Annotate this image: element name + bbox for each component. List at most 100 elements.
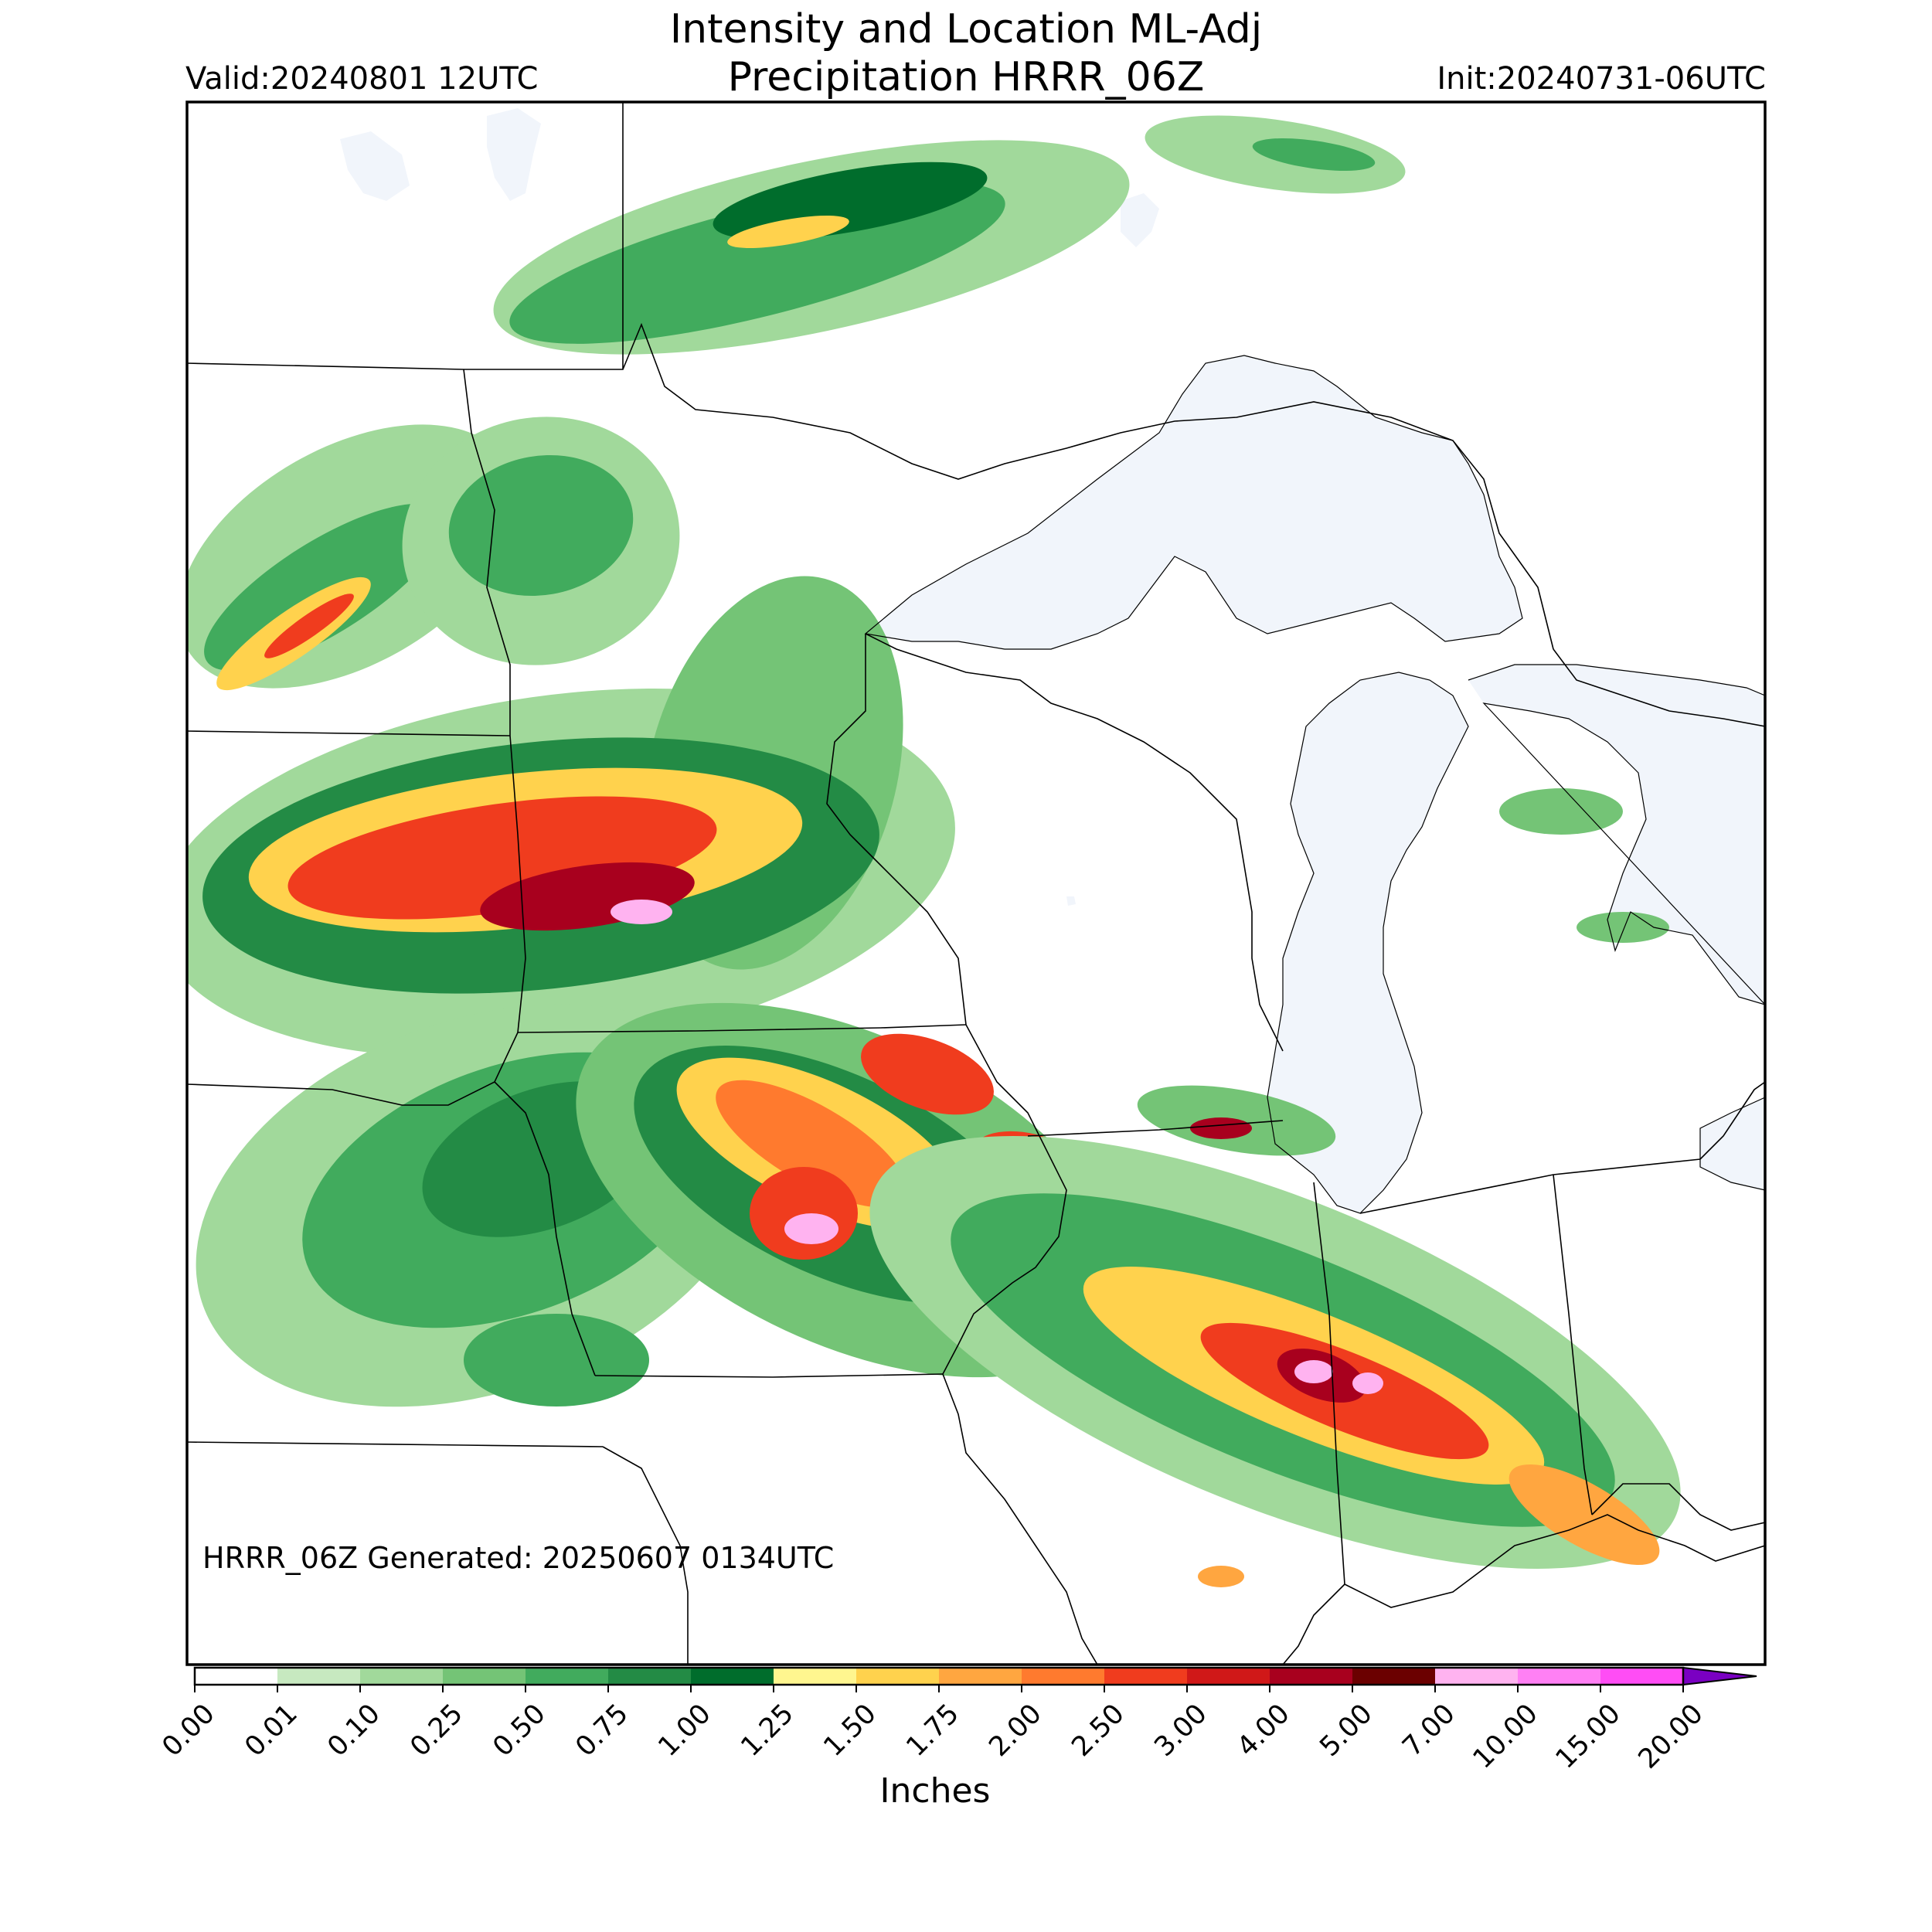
init-time-label: Init:20240731-06UTC bbox=[1437, 61, 1766, 97]
precip-area bbox=[1509, 1464, 1660, 1565]
shore-superior bbox=[864, 355, 1523, 650]
colorbar-segment bbox=[1518, 1668, 1600, 1685]
precip-area bbox=[611, 900, 672, 924]
colorbar-segment bbox=[443, 1668, 526, 1685]
precip-area bbox=[713, 162, 988, 240]
colorbar-segment bbox=[1270, 1668, 1352, 1685]
colorbar-tick-label: 4.00 bbox=[1232, 1699, 1296, 1763]
colorbar-tick-label: 15.00 bbox=[1550, 1699, 1627, 1775]
colorbar-segment bbox=[939, 1668, 1022, 1685]
precip-area bbox=[716, 1080, 907, 1208]
colorbar-tick-label: 1.75 bbox=[901, 1699, 965, 1763]
colorbar-tick-label: 2.50 bbox=[1066, 1699, 1131, 1763]
lake-erie bbox=[1700, 1097, 1765, 1190]
border-mo-il bbox=[942, 1373, 1098, 1665]
colorbar-tick-label: 2.00 bbox=[984, 1699, 1048, 1763]
precip-area bbox=[264, 594, 354, 658]
precip-area bbox=[861, 1033, 994, 1115]
colorbar-tick-label: 1.25 bbox=[736, 1699, 800, 1763]
colorbar-extend-arrow bbox=[1682, 1666, 1757, 1686]
precip-area bbox=[464, 1314, 649, 1406]
lake-shorelines bbox=[864, 355, 1765, 1214]
precip-area bbox=[1352, 1372, 1383, 1394]
border-in-oh bbox=[1553, 1174, 1593, 1515]
precip-area bbox=[1252, 138, 1376, 172]
border-il-ky bbox=[1282, 1583, 1345, 1665]
colorbar: 0.00 0.01 0.10 0.25 0.50 0.75 1.00 1.25 1.50 1.75… bbox=[157, 1666, 1757, 1775]
shore-erie bbox=[1699, 1097, 1765, 1191]
colorbar-segment bbox=[608, 1668, 691, 1685]
colorbar-tick-label: 1.00 bbox=[653, 1699, 717, 1763]
colorbar-segment bbox=[1104, 1668, 1187, 1685]
border-ia-wi-il bbox=[942, 1024, 1067, 1375]
valid-time-label: Valid:20240801 12UTC bbox=[185, 61, 539, 97]
colorbar-segment bbox=[691, 1668, 774, 1685]
colorbar-tick-label: 0.01 bbox=[240, 1699, 304, 1763]
lake-huron bbox=[1468, 665, 1765, 1005]
precipitation-field bbox=[187, 115, 1681, 1587]
border-ontario-huron bbox=[1553, 648, 1765, 727]
colorbar-tick-label: 0.00 bbox=[157, 1699, 221, 1763]
lake-of-the-ozarks bbox=[1066, 896, 1076, 906]
lake-nipigon bbox=[1121, 193, 1159, 247]
precip-area bbox=[1577, 912, 1669, 943]
colorbar-segment bbox=[360, 1668, 443, 1685]
colorbar-segment bbox=[1022, 1668, 1104, 1685]
border-ne-ia bbox=[494, 1081, 596, 1376]
colorbar-tick-label: 0.10 bbox=[322, 1699, 386, 1763]
colorbar-segment bbox=[1187, 1668, 1270, 1685]
precip-area bbox=[1294, 1360, 1333, 1383]
precip-area bbox=[448, 454, 634, 597]
colorbar-tick-label: 0.25 bbox=[405, 1699, 469, 1763]
lake-of-the-woods bbox=[340, 131, 410, 201]
colorbar-tick-label: 5.00 bbox=[1315, 1699, 1379, 1763]
colorbar-segment bbox=[1600, 1668, 1683, 1685]
colorbar-tick-label: 0.75 bbox=[570, 1699, 634, 1763]
colorbar-segment bbox=[526, 1668, 608, 1685]
border-mi-canada bbox=[1699, 1081, 1765, 1160]
border-wi-mi bbox=[865, 633, 1284, 1052]
colorbar-segment bbox=[1352, 1668, 1435, 1685]
colorbar-segment bbox=[277, 1668, 360, 1685]
border-in-mi-oh bbox=[1359, 1158, 1701, 1214]
colorbar-tick-label: 10.00 bbox=[1468, 1699, 1544, 1775]
border-oh-wv bbox=[1591, 1483, 1765, 1531]
border-sd-mn-ia bbox=[509, 735, 526, 1033]
border-il-in bbox=[1313, 1182, 1345, 1585]
chart-title-line-1: Intensity and Location ML-Adj bbox=[669, 6, 1263, 53]
precip-area bbox=[1499, 788, 1623, 835]
colorbar-segment bbox=[195, 1668, 277, 1685]
border-sd-ne bbox=[187, 1032, 519, 1106]
border-nd-mn bbox=[463, 369, 511, 736]
political-boundaries bbox=[187, 102, 1765, 1665]
great-lakes-water bbox=[340, 108, 1765, 1213]
shore-michigan bbox=[1267, 672, 1469, 1214]
precip-area bbox=[1190, 1117, 1252, 1139]
border-mn-ia bbox=[517, 1024, 967, 1033]
canada-us-border bbox=[187, 322, 1554, 650]
precip-area bbox=[750, 1167, 858, 1260]
colorbar-segment bbox=[774, 1668, 856, 1685]
colorbar-tick-label: 1.50 bbox=[818, 1699, 883, 1763]
generated-timestamp-note: HRRR_06Z Generated: 20250607 0134UTC bbox=[202, 1541, 835, 1575]
border-ia-mo bbox=[594, 1373, 944, 1378]
lake-superior bbox=[866, 355, 1522, 649]
border-nd-sd bbox=[187, 730, 511, 736]
colorbar-tick-label: 20.00 bbox=[1633, 1699, 1709, 1775]
chart-title-line-2: Precipitation HRRR_06Z bbox=[727, 54, 1205, 100]
colorbar-segment bbox=[856, 1668, 939, 1685]
precip-area bbox=[727, 215, 849, 249]
colorbar-units-label: Inches bbox=[879, 1771, 991, 1811]
border-wi-il bbox=[1027, 1120, 1284, 1137]
colorbar-tick-label: 0.50 bbox=[488, 1699, 552, 1763]
colorbar-segment bbox=[1435, 1668, 1518, 1685]
border-mn-wi bbox=[826, 634, 967, 1026]
border-ne-ks bbox=[187, 1441, 604, 1447]
colorbar-tick-label: 3.00 bbox=[1149, 1699, 1213, 1763]
map-frame bbox=[185, 100, 1767, 1666]
lake-winnipeg bbox=[487, 108, 541, 201]
map-area bbox=[187, 102, 1765, 1665]
lake-michigan bbox=[1267, 672, 1468, 1213]
precip-area bbox=[1198, 1566, 1244, 1587]
